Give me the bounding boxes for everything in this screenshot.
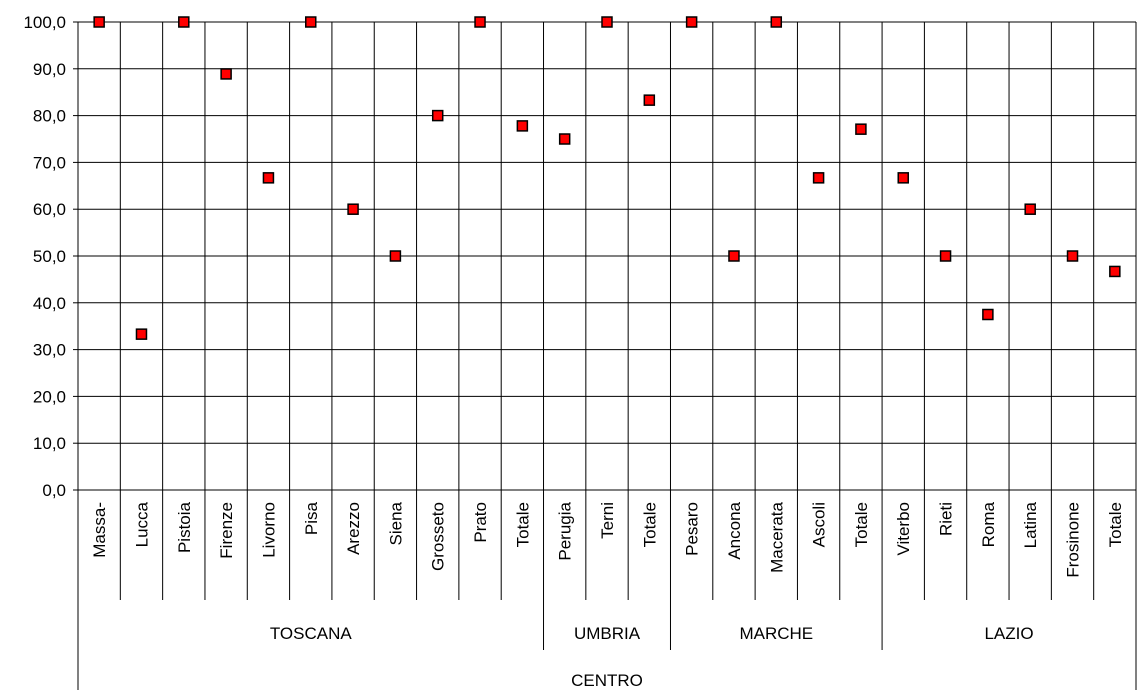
category-label: Perugia (556, 501, 575, 560)
data-point (812, 172, 825, 184)
data-point (305, 16, 317, 28)
y-tick-labels: 0,0 10,0 20,0 30,0 40,0 50,0 60,0 70,0 80,0 90,0 1… (23, 13, 66, 500)
data-point (558, 133, 571, 145)
y-tick-label: 80,0 (33, 107, 66, 126)
category-label: Totale (640, 502, 659, 547)
category-label: Latina (1021, 501, 1040, 548)
y-tick-label: 20,0 (33, 387, 66, 406)
data-point (1109, 265, 1121, 278)
data-point (643, 94, 656, 106)
category-label: Totale (1106, 502, 1125, 547)
category-label: Totale (513, 502, 532, 547)
data-point (897, 172, 909, 184)
category-labels: Massa- Lucca Pistoia Firenze Livorno Pisa Arez… (90, 501, 1125, 577)
category-label: Prato (471, 502, 490, 543)
data-point (347, 203, 359, 215)
y-tick-label: 50,0 (33, 247, 66, 266)
data-point (982, 308, 994, 321)
data-point (178, 16, 190, 28)
category-label: Rieti (937, 502, 956, 536)
y-tick-label: 10,0 (33, 434, 66, 453)
super-group-label: CENTRO (571, 671, 643, 690)
category-label: Massa- (90, 502, 109, 558)
grid-layer (77, 21, 1137, 690)
data-points (93, 16, 1121, 340)
y-tick-label: 40,0 (33, 294, 66, 313)
y-tick-label: 100,0 (23, 13, 66, 32)
data-point (135, 328, 148, 340)
data-point (220, 68, 232, 80)
category-label: Frosinone (1064, 502, 1083, 578)
data-point (770, 16, 783, 28)
group-label: LAZIO (984, 624, 1033, 643)
y-tick-label: 60,0 (33, 200, 66, 219)
data-point (516, 120, 529, 132)
category-label: Viterbo (894, 502, 913, 556)
data-point (474, 16, 486, 28)
category-label: Roma (979, 501, 998, 547)
axis-layer (73, 21, 79, 690)
data-point (1066, 250, 1079, 262)
data-point (1024, 203, 1036, 215)
group-label: TOSCANA (270, 624, 353, 643)
category-label: Ancona (725, 501, 744, 559)
group-label: UMBRIA (574, 624, 641, 643)
category-label: Pesaro (683, 502, 702, 556)
category-label: Ascoli (810, 502, 829, 547)
category-label: Firenze (217, 502, 236, 559)
data-point (431, 109, 444, 122)
data-point (389, 250, 402, 262)
group-label: MARCHE (739, 624, 813, 643)
group-labels: TOSCANA UMBRIA MARCHE LAZIO CENTRO (270, 624, 1034, 690)
category-label: Macerata (767, 501, 786, 572)
data-point (93, 16, 105, 28)
category-label: Lucca (132, 501, 151, 547)
data-point (685, 16, 698, 28)
category-label: Totale (852, 502, 871, 547)
y-tick-label: 90,0 (33, 60, 66, 79)
data-point (601, 16, 613, 28)
data-point (939, 250, 952, 262)
category-label: Grosseto (429, 502, 448, 571)
category-label: Livorno (259, 502, 278, 558)
category-label: Arezzo (344, 502, 363, 555)
category-label: Terni (598, 502, 617, 539)
y-tick-label: 70,0 (33, 153, 66, 172)
category-label: Siena (386, 501, 405, 545)
data-point (262, 172, 275, 184)
category-label: Pistoia (175, 501, 194, 553)
data-point (855, 123, 867, 135)
y-tick-label: 30,0 (33, 341, 66, 360)
category-label: Pisa (302, 501, 321, 535)
y-tick-label: 0,0 (42, 481, 66, 500)
data-point (728, 250, 740, 262)
